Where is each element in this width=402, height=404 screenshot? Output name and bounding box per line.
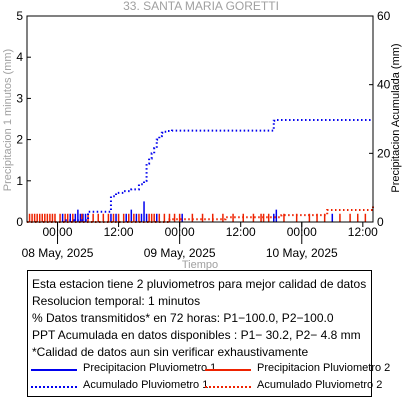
- date-label: 08 May, 2025: [22, 246, 94, 260]
- legend-label-p1-instant: Precipitacion Pluviometro 1: [83, 362, 217, 374]
- legend-label-p1-accum: Acumulado Pluviometro 1: [83, 379, 209, 391]
- y-left-tick-label: 1: [16, 174, 23, 188]
- date-label: 09 May, 2025: [144, 246, 216, 260]
- y-axis-left-label: Precipitacion 1 minutos (mm): [2, 49, 14, 191]
- y-right-tick-label: 60: [377, 9, 391, 23]
- legend-label-p2-instant: Precipitacion Pluviometro 2: [257, 362, 391, 374]
- info-line-5: *Calidad de datos aun sin verificar exha…: [32, 345, 309, 359]
- date-label: 10 May, 2025: [266, 246, 338, 260]
- y-left-tick-label: 4: [16, 50, 23, 64]
- accum-line-p2: [27, 205, 374, 223]
- accum-line-p1: [27, 119, 373, 223]
- y-left-tick-label: 0: [16, 215, 23, 229]
- legend-swatch-p2-instant: [205, 369, 251, 371]
- plot-frame: [26, 15, 374, 223]
- y-right-tick-label: 20: [377, 146, 391, 160]
- info-line-1: Esta estacion tiene 2 pluviometros para …: [32, 277, 367, 291]
- info-line-2: Resolucion temporal: 1 minutos: [32, 294, 201, 308]
- y-right-tick-label: 40: [377, 78, 391, 92]
- info-line-3: % Datos transmitidos* en 72 horas: P1−10…: [32, 311, 334, 325]
- x-tick-label: 12:00: [226, 225, 256, 239]
- legend-swatch-p1-accum: [31, 386, 77, 388]
- y-axis-right-label: Precipitacion Acumulada (mm): [390, 43, 402, 192]
- legend-label-p2-accum: Acumulado Pluviometro 2: [257, 379, 383, 391]
- y-left-tick-label: 5: [16, 9, 23, 23]
- chart-title: 33. SANTA MARIA GORETTI: [123, 0, 279, 13]
- x-axis-label: Tiempo: [182, 259, 218, 270]
- plot-area: [27, 119, 374, 223]
- y-left-tick-label: 2: [16, 133, 23, 147]
- y-right-tick-label: 0: [377, 215, 384, 229]
- x-tick-label: 12:00: [348, 225, 378, 239]
- legend-swatch-p1-instant: [31, 369, 77, 371]
- x-tick-label: 12:00: [104, 225, 134, 239]
- y-left-tick-label: 3: [16, 91, 23, 105]
- info-line-4: PPT Acumulada en datos disponibles : P1−…: [32, 328, 361, 342]
- legend-swatch-p2-accum: [205, 386, 251, 388]
- chart: 33. SANTA MARIA GORETTI 012345020406000:…: [2, 0, 402, 270]
- info-box: Esta estacion tiene 2 pluviometros para …: [27, 270, 390, 397]
